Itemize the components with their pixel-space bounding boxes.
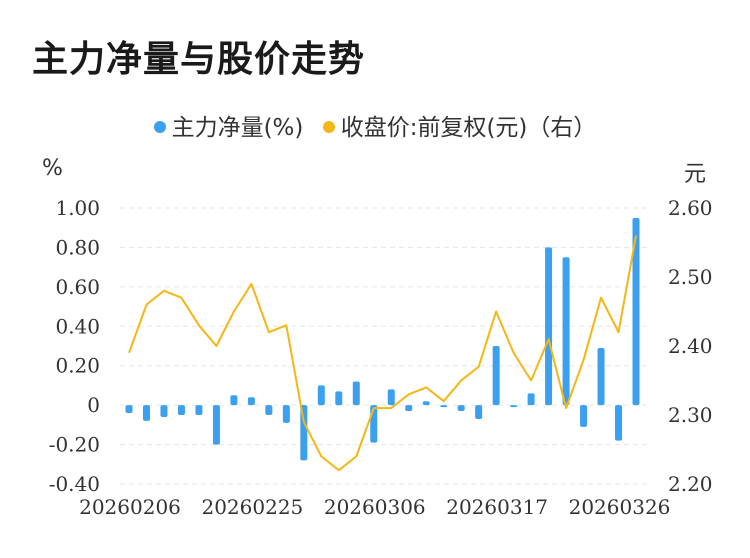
- bar[interactable]: [142, 405, 150, 421]
- right-axis-ticks: 2.20 2.30 2.40 2.50 2.60: [668, 196, 713, 496]
- bar[interactable]: [125, 405, 133, 414]
- legend-label-close-price: 收盘价:前复权(元)（右）: [340, 115, 597, 141]
- left-tick-label: 0.80: [55, 235, 100, 259]
- bar[interactable]: [247, 397, 255, 406]
- bar[interactable]: [177, 405, 185, 415]
- left-tick-label: -0.20: [49, 433, 100, 457]
- left-tick-label: 0.60: [55, 275, 100, 299]
- bar[interactable]: [160, 405, 168, 417]
- left-axis-unit: %: [42, 156, 63, 181]
- bar[interactable]: [282, 405, 290, 423]
- bar[interactable]: [422, 401, 430, 406]
- x-axis-ticks: 20260206 20260225 20260306 20260317 20260326: [79, 495, 670, 519]
- bar[interactable]: [510, 405, 518, 408]
- bar[interactable]: [300, 405, 308, 461]
- bar[interactable]: [195, 405, 203, 415]
- bar[interactable]: [597, 347, 605, 406]
- bar[interactable]: [352, 381, 360, 406]
- legend-label-net-flow: 主力净量(%): [171, 115, 304, 141]
- left-tick-label: 1.00: [55, 196, 100, 220]
- x-tick-label: 20260206: [79, 495, 181, 519]
- price-line[interactable]: [128, 235, 637, 472]
- grid-lines: [120, 207, 650, 485]
- bar[interactable]: [562, 257, 570, 406]
- right-tick-label: 2.20: [668, 472, 713, 496]
- right-tick-label: 2.30: [668, 403, 713, 427]
- x-tick-label: 20260326: [569, 495, 671, 519]
- bar[interactable]: [527, 393, 535, 406]
- bar[interactable]: [632, 217, 640, 406]
- legend-item-net-flow[interactable]: 主力净量(%): [153, 108, 304, 142]
- left-tick-label: 0.20: [55, 354, 100, 378]
- legend-item-close-price[interactable]: 收盘价:前复权(元)（右）: [322, 108, 597, 142]
- bar[interactable]: [230, 395, 238, 406]
- bar[interactable]: [440, 405, 448, 408]
- bar[interactable]: [615, 405, 623, 441]
- right-axis-unit: 元: [684, 162, 707, 187]
- bar[interactable]: [475, 405, 483, 419]
- bar[interactable]: [335, 391, 343, 406]
- legend: 主力净量(%) 收盘价:前复权(元)（右）: [0, 108, 750, 142]
- left-tick-label: -0.40: [49, 472, 100, 496]
- left-axis-ticks: -0.40 -0.20 0 0.20 0.40 0.60 0.80 1.00: [49, 196, 100, 496]
- x-tick-label: 20260317: [446, 495, 548, 519]
- bar[interactable]: [405, 405, 413, 412]
- x-tick-label: 20260306: [324, 495, 426, 519]
- bar[interactable]: [457, 405, 465, 412]
- left-tick-label: 0: [87, 393, 100, 417]
- bar[interactable]: [265, 405, 273, 415]
- bar-series: [125, 217, 640, 461]
- line-series: [128, 235, 637, 472]
- bar[interactable]: [580, 405, 588, 427]
- left-tick-label: 0.40: [55, 314, 100, 338]
- right-tick-label: 2.60: [668, 196, 713, 220]
- bar[interactable]: [317, 385, 325, 406]
- right-tick-label: 2.40: [668, 334, 713, 358]
- chart-title: 主力净量与股价走势: [32, 39, 366, 80]
- x-tick-label: 20260225: [201, 495, 303, 519]
- bar[interactable]: [212, 405, 220, 445]
- right-tick-label: 2.50: [668, 265, 713, 289]
- legend-dot-net-flow-icon: [153, 120, 166, 133]
- bar[interactable]: [492, 346, 500, 406]
- legend-dot-close-price-icon: [322, 120, 335, 133]
- bar[interactable]: [545, 247, 553, 406]
- bar[interactable]: [387, 389, 395, 406]
